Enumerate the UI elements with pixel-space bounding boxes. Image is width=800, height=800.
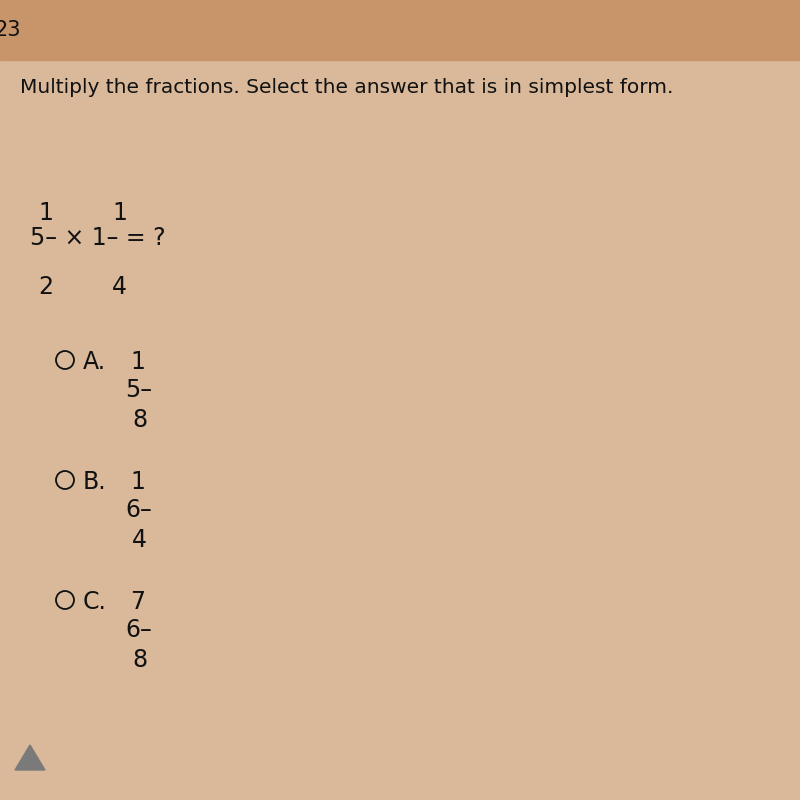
Text: 7: 7 [130,590,145,614]
Text: Multiply the fractions. Select the answer that is in simplest form.: Multiply the fractions. Select the answe… [20,78,674,97]
Text: A.: A. [83,350,106,374]
Text: 1: 1 [38,201,53,225]
Text: 6–: 6– [125,618,152,642]
Text: 1: 1 [130,350,145,374]
Text: 4: 4 [132,528,147,552]
Text: 8: 8 [132,408,147,432]
Text: 5–: 5– [125,378,152,402]
Bar [0,0,800,60]
Text: 1: 1 [112,201,127,225]
Text: B.: B. [83,470,106,494]
Text: 4: 4 [112,275,127,299]
Text: 1: 1 [130,470,145,494]
Text: C.: C. [83,590,107,614]
Polygon shape [15,745,45,770]
Text: 8: 8 [132,648,147,672]
Text: 5– × 1– = ?: 5– × 1– = ? [30,226,166,250]
Text: 23: 23 [0,20,22,40]
Text: 6–: 6– [125,498,152,522]
Text: 2: 2 [38,275,53,299]
